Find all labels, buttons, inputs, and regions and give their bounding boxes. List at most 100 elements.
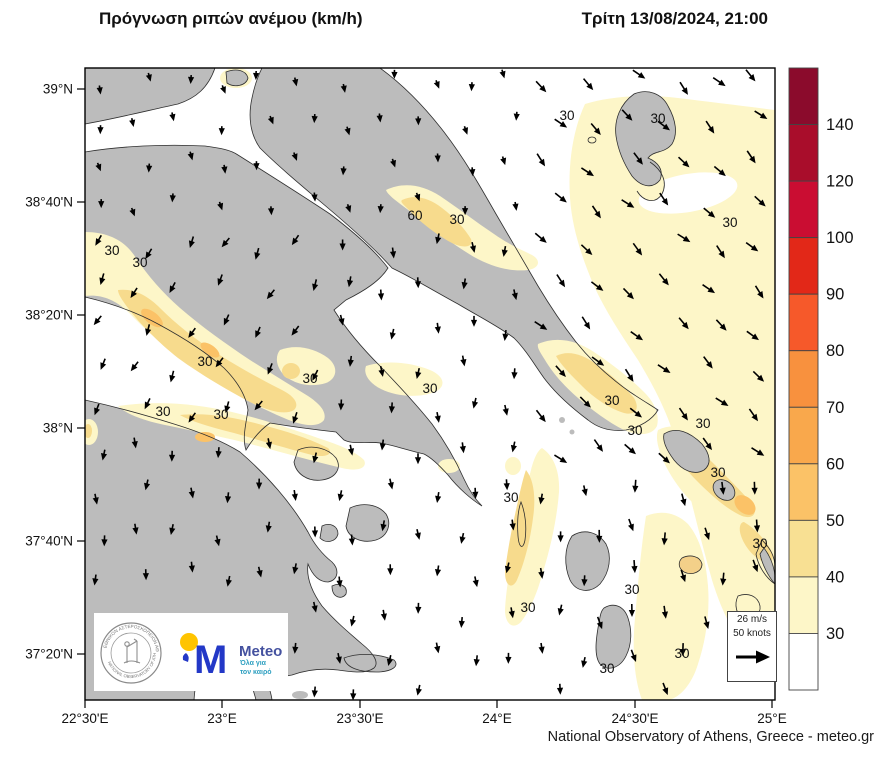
wind-arrow (291, 325, 300, 336)
wind-arrow-head (188, 330, 195, 338)
wind-arrow-head (459, 445, 466, 454)
gust-area-40-50 (679, 556, 702, 574)
coastline (85, 68, 216, 125)
wind-arrow (389, 247, 397, 259)
wind-arrow-head (680, 498, 687, 507)
wind-arrow-head (144, 482, 151, 491)
wind-arrow (144, 398, 151, 410)
wind-arrow-head (473, 658, 480, 667)
wind-arrow (505, 652, 512, 664)
colorbar-tick-label: 140 (826, 116, 854, 134)
meteo-logo-m: M (194, 638, 227, 682)
wind-arrow (631, 560, 638, 574)
gust-area-40-50 (401, 197, 472, 247)
wind-arrow (500, 156, 507, 166)
wind-arrow (256, 566, 263, 578)
y-axis-tick-label: 38°N (43, 421, 73, 436)
wind-arrow (218, 126, 225, 136)
wind-arrow (746, 150, 756, 164)
wind-arrow (145, 248, 153, 260)
wind-arrow (142, 569, 149, 581)
wind-arrow-head (469, 169, 476, 177)
wind-arrow-head (98, 201, 105, 209)
wind-arrow (291, 489, 298, 501)
colorbar-segment (788, 237, 819, 295)
wind-arrow-head (254, 252, 261, 260)
wind-arrow (338, 314, 345, 326)
colorbar-segment (788, 67, 819, 125)
wind-arrow (217, 274, 224, 286)
colorbar-segment (788, 576, 819, 634)
contour-label: 30 (599, 661, 614, 676)
wind-arrow-head (461, 281, 468, 290)
wind-arrow (344, 126, 351, 136)
meteo-tagline-line2: τον καιρό (240, 669, 272, 676)
wind-arrow (254, 400, 263, 411)
wind-arrow (221, 164, 228, 174)
wind-arrow-head (538, 571, 545, 579)
wind-arrow (378, 365, 385, 377)
gust-area-50-60 (200, 342, 220, 358)
x-axis-tick-label: 22°30'E (61, 711, 108, 726)
wind-arrow-head (188, 415, 196, 423)
wind-arrow-head (559, 195, 567, 203)
wind-arrow-head (130, 290, 137, 299)
wind-arrow-head (129, 208, 136, 217)
wind-arrow-head (266, 291, 274, 300)
wind-arrow-head (630, 654, 637, 662)
wind-arrow-head (459, 536, 466, 544)
wind-arrow-head (556, 687, 564, 695)
wind-arrow-head (705, 442, 713, 451)
land-region (596, 605, 631, 669)
wind-arrow-head (538, 497, 545, 505)
contour-label: 30 (752, 536, 767, 551)
wind-arrow (96, 85, 103, 95)
wind-arrow-head (472, 579, 479, 588)
wind-arrow-head (501, 249, 508, 257)
wind-arrow-head (340, 168, 347, 176)
wind-arrow-head (168, 454, 176, 462)
island-region (760, 548, 775, 584)
wind-arrow (751, 481, 758, 495)
colorbar-segment (788, 633, 819, 691)
wind-arrow (661, 605, 669, 619)
wind-arrow-head (681, 412, 688, 421)
wind-arrow (145, 72, 152, 82)
wind-arrow (414, 528, 421, 540)
wind-arrow-head (187, 152, 194, 161)
wind-arrow (224, 492, 232, 504)
wind-arrow (265, 438, 272, 450)
gust-area-30-40 (505, 457, 521, 475)
wind-arrow (753, 519, 761, 533)
wind-arrow-head (661, 611, 669, 619)
colorbar-tick-label: 100 (826, 229, 854, 247)
wind-arrow-head (292, 566, 299, 575)
contour-label: 30 (155, 404, 170, 419)
forecast-datetime: Τρίτη 13/08/2024, 21:00 (581, 9, 768, 28)
wind-arrow-head (719, 323, 727, 331)
wind-arrow-head (415, 118, 422, 126)
wind-arrow-head (583, 400, 591, 408)
wind-arrow-head (391, 71, 398, 79)
wind-arrow-head (415, 688, 422, 696)
wind-arrow (703, 616, 710, 629)
wind-arrow (705, 120, 715, 134)
islet (569, 429, 575, 435)
gust-area-50-60 (141, 308, 163, 328)
wind-arrow (596, 529, 603, 543)
wind-arrow-head (636, 157, 643, 165)
wind-arrow (590, 122, 601, 135)
wind-arrow-head (511, 292, 518, 301)
wind-arrow (337, 490, 344, 502)
wind-arrow (100, 449, 108, 461)
islet (321, 661, 327, 667)
wind-arrow (376, 113, 383, 123)
wind-arrow (347, 355, 354, 367)
wind-arrow-head (338, 318, 345, 326)
y-axis-tick-label: 37°20'N (25, 647, 73, 662)
wind-arrow (345, 203, 352, 213)
wind-arrow-head (255, 330, 261, 338)
legend-speed-knots: 50 knots (733, 628, 771, 639)
wind-arrow-head (559, 456, 568, 463)
colorbar-tick-label: 120 (826, 173, 854, 191)
